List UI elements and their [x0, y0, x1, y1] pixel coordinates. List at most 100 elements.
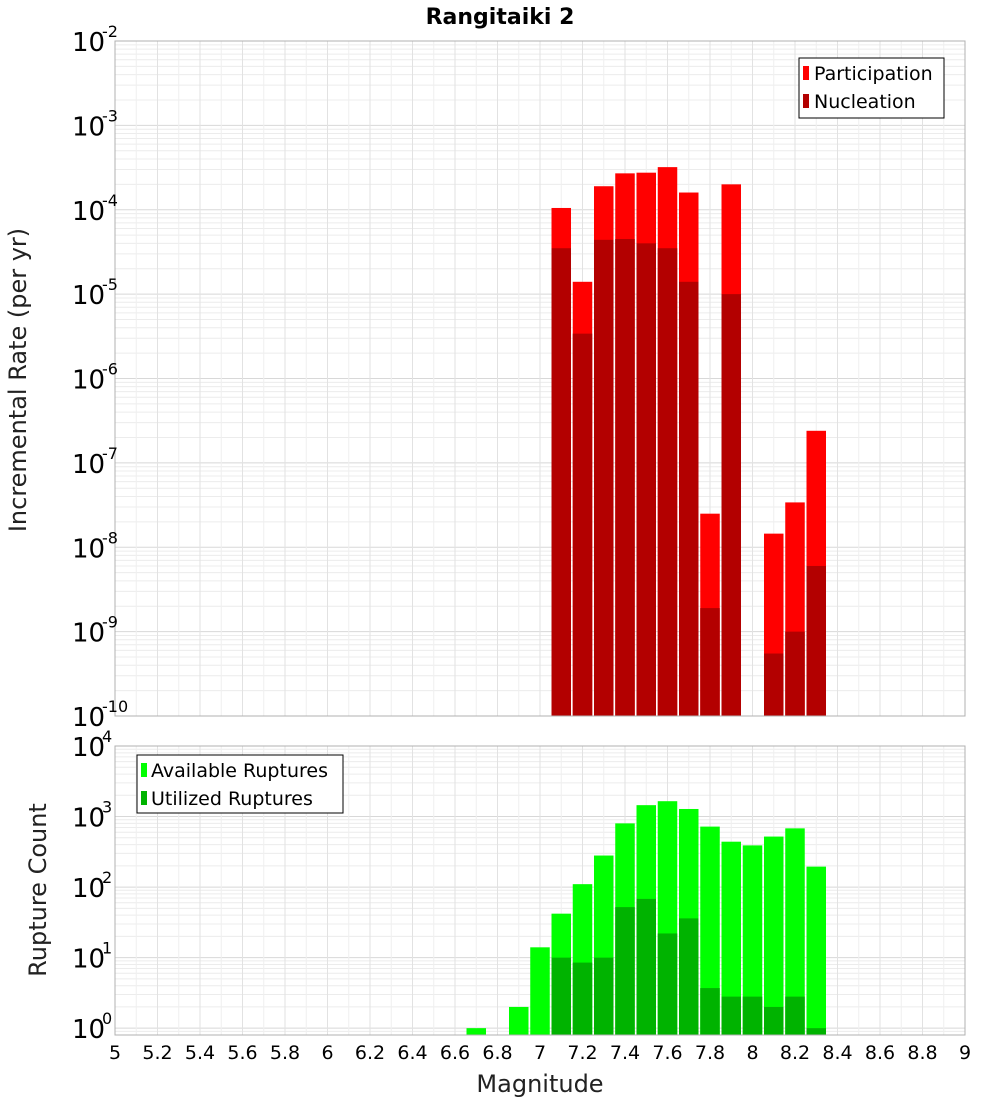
- top-y-tick-exponent: -7: [102, 444, 118, 463]
- bottom-bar-available-ruptures: [764, 836, 784, 1035]
- bottom-plot-frame: [114, 745, 966, 1036]
- top-bar-nucleation: [636, 243, 656, 717]
- top-grid: [114, 41, 966, 717]
- x-tick-label: 8.8: [907, 1042, 937, 1064]
- x-tick-label: 7.8: [695, 1042, 725, 1064]
- top-legend: Participation Nucleation: [798, 57, 945, 119]
- bottom-y-tick-base: 10: [72, 804, 105, 834]
- top-y-tick-exponent: -5: [102, 275, 118, 294]
- bottom-bar-available-ruptures: [742, 845, 763, 1035]
- legend-label-participation: Participation: [814, 63, 933, 85]
- top-y-tick-exponent: -10: [102, 697, 128, 716]
- top-bar-nucleation: [572, 333, 593, 716]
- bottom-bar-available-ruptures: [700, 826, 720, 1035]
- bottom-bar-available-ruptures: [530, 947, 550, 1035]
- bottom-bar-utilized-ruptures: [657, 933, 678, 1035]
- top-y-tick-exponent: -4: [102, 191, 118, 210]
- top-y-tick-base: 10: [72, 703, 105, 733]
- x-tick-label: 6.2: [355, 1042, 385, 1064]
- legend-swatch-utilized: [141, 791, 147, 805]
- bottom-bar-utilized-ruptures: [594, 957, 614, 1035]
- bottom-bar-available-ruptures: [721, 841, 741, 1035]
- x-tick-label: 5.8: [270, 1042, 300, 1064]
- bottom-y-tick-exponent: 1: [102, 939, 112, 958]
- legend-label-nucleation: Nucleation: [814, 91, 916, 113]
- bottom-bar-utilized-ruptures: [636, 898, 656, 1035]
- x-tick-label: 9: [959, 1042, 971, 1064]
- top-y-tick-exponent: -6: [102, 360, 118, 379]
- top-y-tick-base: 10: [72, 366, 105, 396]
- legend-swatch-available: [141, 763, 147, 777]
- x-tick-label: 8: [746, 1042, 758, 1064]
- legend-label-utilized: Utilized Ruptures: [151, 788, 313, 810]
- bottom-bar-utilized-ruptures: [764, 1006, 784, 1035]
- bottom-bar-utilized-ruptures: [551, 957, 571, 1035]
- x-tick-label: 6: [321, 1042, 333, 1064]
- bottom-bar-available-ruptures: [806, 866, 826, 1035]
- x-tick-label: 6.4: [397, 1042, 427, 1064]
- top-y-tick-exponent: -3: [102, 106, 118, 125]
- x-tick-label: 5.2: [142, 1042, 172, 1064]
- bottom-bar-utilized-ruptures: [615, 907, 635, 1035]
- legend-label-available: Available Ruptures: [151, 760, 328, 782]
- bottom-series-1: [551, 898, 826, 1035]
- bottom-y-axis-label: Rupture Count: [24, 803, 52, 977]
- x-tick-label: 5.6: [227, 1042, 257, 1064]
- legend-swatch-participation: [803, 66, 809, 80]
- x-tick-label: 5: [109, 1042, 121, 1064]
- top-series-1: [551, 239, 826, 717]
- top-bar-nucleation: [764, 653, 784, 716]
- top-y-tick-exponent: -8: [102, 528, 118, 547]
- x-tick-label: 7: [534, 1042, 546, 1064]
- top-y-tick-base: 10: [72, 281, 105, 311]
- bottom-bar-available-ruptures: [509, 1006, 529, 1035]
- bottom-y-tick-exponent: 4: [102, 727, 112, 746]
- top-y-tick-exponent: -9: [102, 613, 118, 632]
- bottom-y-tick-exponent: 0: [102, 1009, 112, 1028]
- top-bar-nucleation: [785, 631, 805, 716]
- top-y-tick-exponent: -2: [102, 22, 118, 41]
- bottom-y-tick-base: 10: [72, 945, 105, 975]
- bottom-y-tick-base: 10: [72, 733, 105, 763]
- top-bar-nucleation: [721, 294, 741, 716]
- top-y-tick-base: 10: [72, 197, 105, 227]
- top-legend-box: [798, 57, 945, 119]
- bottom-bar-utilized-ruptures: [785, 996, 805, 1035]
- top-bar-nucleation: [806, 565, 826, 716]
- top-y-tick-base: 10: [72, 534, 105, 564]
- top-bar-nucleation: [657, 248, 678, 717]
- x-tick-label: 8.4: [822, 1042, 852, 1064]
- top-y-tick-base: 10: [72, 619, 105, 649]
- legend-swatch-nucleation: [803, 94, 809, 108]
- top-y-tick-base: 10: [72, 112, 105, 142]
- bottom-bar-utilized-ruptures: [806, 1028, 826, 1035]
- x-tick-label: 7.4: [610, 1042, 640, 1064]
- top-plot-frame: [114, 40, 966, 717]
- bottom-bar-utilized-ruptures: [572, 962, 593, 1035]
- x-tick-label: 5.4: [185, 1042, 215, 1064]
- top-bar-nucleation: [615, 239, 635, 716]
- x-tick-label: 7.6: [652, 1042, 682, 1064]
- x-tick-label: 8.6: [865, 1042, 895, 1064]
- top-bar-nucleation: [551, 248, 571, 717]
- bottom-legend: Available Ruptures Utilized Ruptures: [136, 754, 344, 814]
- x-axis-label: Magnitude: [476, 1070, 603, 1098]
- bottom-bar-utilized-ruptures: [700, 988, 720, 1035]
- x-tick-label: 7.2: [567, 1042, 597, 1064]
- top-bar-nucleation: [700, 608, 720, 716]
- top-bar-nucleation: [679, 281, 699, 716]
- bottom-bar-available-ruptures: [466, 1028, 486, 1035]
- top-y-tick-base: 10: [72, 28, 105, 58]
- x-tick-label: 6.6: [440, 1042, 470, 1064]
- bottom-bar-available-ruptures: [785, 828, 805, 1035]
- bottom-legend-box: [136, 754, 344, 814]
- bottom-bar-utilized-ruptures: [721, 996, 741, 1035]
- bottom-y-tick-exponent: 2: [102, 868, 112, 887]
- x-ticks: 5 5.2 5.4 5.6 5.8 6 6.2 6.4 6.6 6.8 7 7.2 7.4 7.6 7.8 8…: [109, 1042, 971, 1064]
- bottom-y-tick-base: 10: [72, 874, 105, 904]
- x-tick-label: 6.8: [482, 1042, 512, 1064]
- bottom-y-tick-exponent: 3: [102, 798, 112, 817]
